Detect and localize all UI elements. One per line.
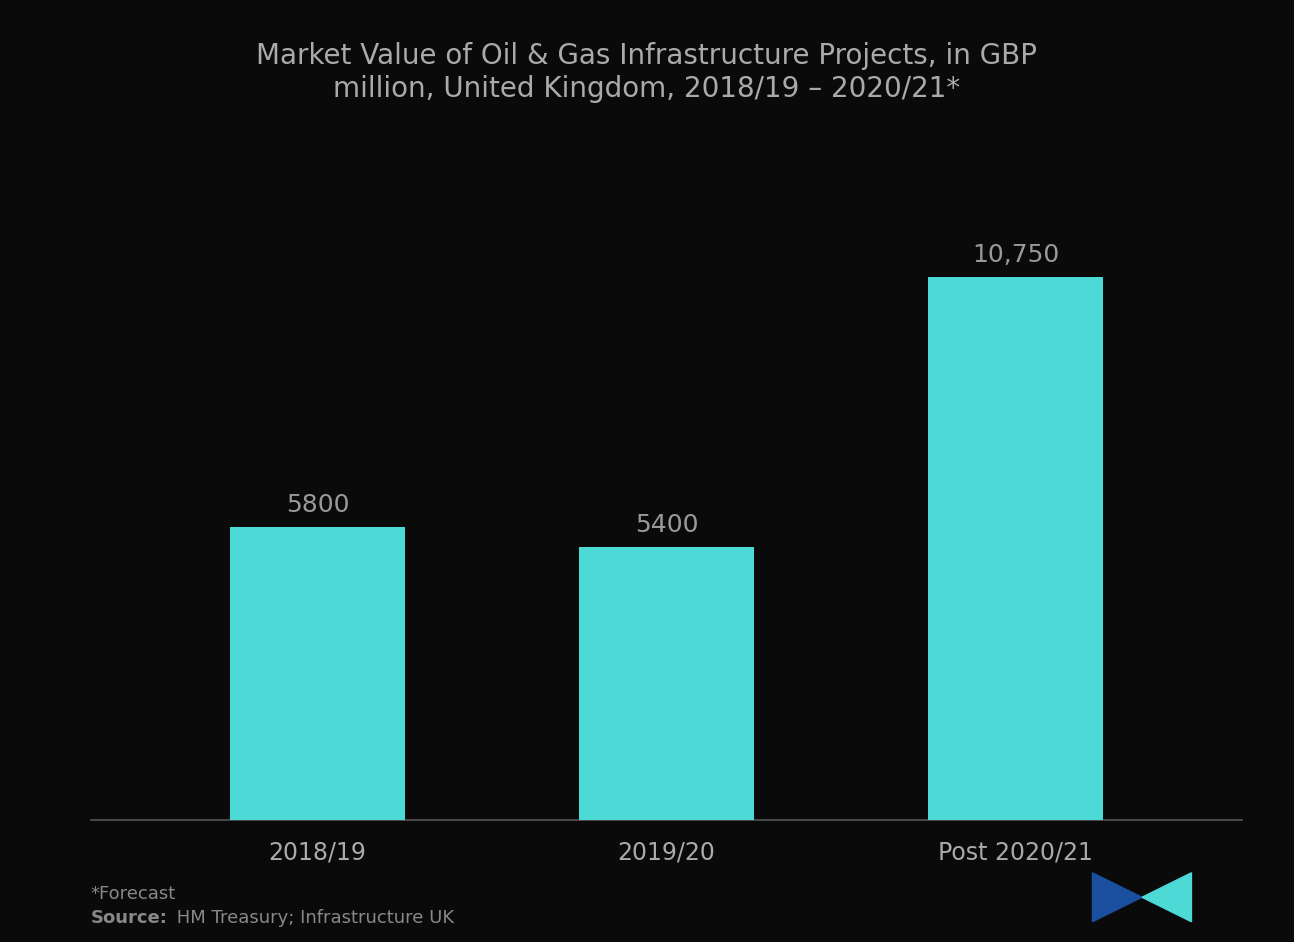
Text: 10,750: 10,750 bbox=[972, 243, 1058, 267]
Polygon shape bbox=[1141, 872, 1192, 921]
Polygon shape bbox=[1092, 872, 1141, 921]
Text: 5400: 5400 bbox=[634, 513, 699, 537]
Text: *Forecast: *Forecast bbox=[91, 885, 176, 903]
Text: Market Value of Oil & Gas Infrastructure Projects, in GBP
million, United Kingdo: Market Value of Oil & Gas Infrastructure… bbox=[256, 42, 1038, 103]
Text: Source:: Source: bbox=[91, 909, 167, 927]
Text: HM Treasury; Infrastructure UK: HM Treasury; Infrastructure UK bbox=[171, 909, 454, 927]
Bar bbox=[580, 547, 753, 820]
Bar bbox=[928, 277, 1102, 820]
Bar bbox=[230, 527, 405, 820]
Text: 5800: 5800 bbox=[286, 493, 349, 517]
